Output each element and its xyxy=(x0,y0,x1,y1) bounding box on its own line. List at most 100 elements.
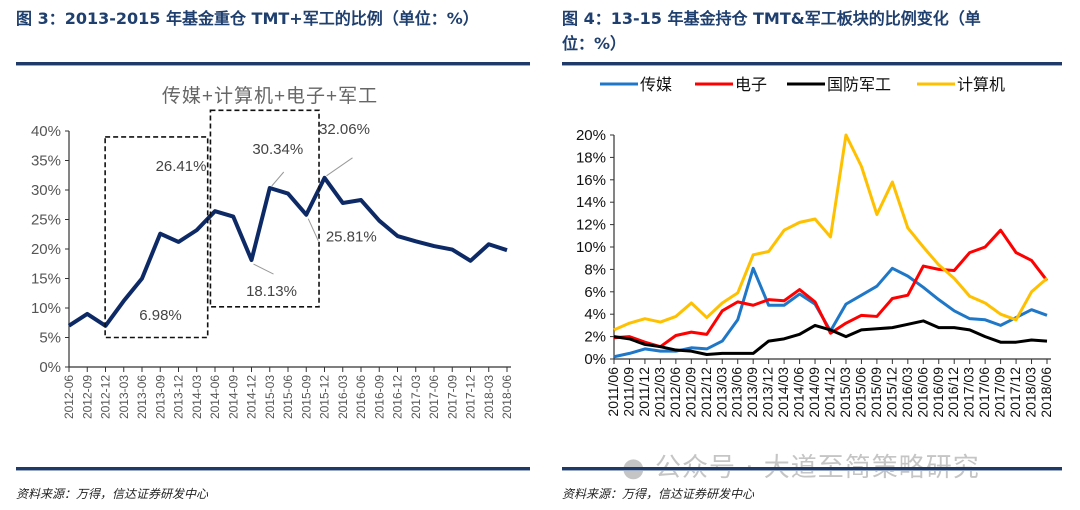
period-box-2013-2014 xyxy=(104,136,209,339)
x-tick-label: 2018/03 xyxy=(1023,367,1039,418)
x-tick-label: 2018-03 xyxy=(482,375,496,419)
left-bottom-rule xyxy=(16,467,530,471)
x-tick-label: 2012/06 xyxy=(667,367,683,418)
x-tick-label: 2012/12 xyxy=(698,367,714,418)
x-tick-label: 2018-06 xyxy=(500,375,514,419)
y-tick-label: 16% xyxy=(576,172,606,189)
x-tick-label: 2013-09 xyxy=(153,375,167,419)
x-tick-label: 2017/12 xyxy=(1007,367,1023,418)
right-source-note: 资料来源：万得，信达证券研发中心 xyxy=(562,487,755,501)
x-tick-label: 2013-03 xyxy=(117,375,131,419)
x-tick-label: 2014-06 xyxy=(208,375,222,419)
right-chart: 0%2%4%6%8%10%12%14%16%18%20%2011/06 2011/… xyxy=(576,75,1054,418)
y-tick-label: 30% xyxy=(31,182,61,199)
annotation-leader xyxy=(307,218,319,241)
y-tick-label: 10% xyxy=(576,239,606,256)
x-tick-label: 2016-06 xyxy=(354,375,368,419)
data-label: 26.41% xyxy=(156,158,207,175)
x-tick-label: 2016-03 xyxy=(336,375,350,419)
y-tick-label: 20% xyxy=(576,127,606,144)
x-tick-label: 2016/09 xyxy=(930,367,946,418)
y-tick-label: 4% xyxy=(584,306,606,323)
x-tick-label: 2011/09 xyxy=(620,367,636,417)
y-tick-label: 18% xyxy=(576,149,606,166)
x-tick-label: 2013/12 xyxy=(760,367,776,418)
annotation-leader xyxy=(271,171,285,187)
x-tick-label: 2011/06 xyxy=(605,367,621,417)
y-tick-label: 10% xyxy=(31,300,61,317)
series-line-国防军工 xyxy=(613,319,1048,357)
x-tick-label: 2012/03 xyxy=(651,367,667,418)
y-tick-label: 6% xyxy=(584,284,606,301)
left-heading-rule xyxy=(16,62,530,66)
legend-label: 计算机 xyxy=(957,75,1005,94)
data-label: 18.13% xyxy=(246,283,297,300)
chart-title: 传媒+计算机+电子+军工 xyxy=(162,85,378,107)
left-figure-heading: 图 3：2013-2015 年基金重仓 TMT+军工的比例（单位：%） xyxy=(16,9,479,28)
x-tick-label: 2012-12 xyxy=(99,375,113,419)
y-tick-label: 12% xyxy=(576,217,606,234)
right-figure-heading-line1: 图 4：13-15 年基金持仓 TMT&军工板块的比例变化（单 xyxy=(562,9,981,28)
x-tick-label: 2014/09 xyxy=(806,367,822,418)
x-tick-label: 2013/03 xyxy=(713,367,729,418)
right-figure-heading-line2: 位：%） xyxy=(562,34,627,53)
x-tick-label: 2017-03 xyxy=(409,375,423,419)
y-tick-label: 14% xyxy=(576,194,606,211)
x-tick-label: 2017/06 xyxy=(976,367,992,418)
x-tick-label: 2018/06 xyxy=(1038,367,1054,418)
y-tick-label: 40% xyxy=(31,123,61,140)
data-label: 6.98% xyxy=(139,307,182,324)
y-tick-label: 0% xyxy=(39,359,61,376)
y-tick-label: 35% xyxy=(31,153,61,170)
data-label: 25.81% xyxy=(326,229,377,246)
data-label: 32.06% xyxy=(319,121,370,138)
y-tick-label: 5% xyxy=(39,330,61,347)
x-tick-label: 2016/12 xyxy=(945,367,961,418)
legend-label: 国防军工 xyxy=(827,76,891,94)
x-tick-label: 2013-12 xyxy=(172,375,186,419)
x-tick-label: 2015-09 xyxy=(299,375,313,419)
x-tick-label: 2015/09 xyxy=(868,367,884,418)
x-tick-label: 2014-12 xyxy=(245,375,259,419)
x-tick-label: 2015-06 xyxy=(281,375,295,419)
series-line xyxy=(67,175,508,328)
x-tick-label: 2015/06 xyxy=(852,367,868,418)
legend-label: 电子 xyxy=(735,76,767,94)
x-tick-label: 2017-09 xyxy=(445,375,459,419)
x-tick-label: 2011/12 xyxy=(636,367,652,417)
y-tick-label: 20% xyxy=(31,241,61,258)
right-bottom-rule xyxy=(562,467,1062,471)
x-tick-label: 2013/06 xyxy=(729,367,745,418)
x-tick-label: 2015-12 xyxy=(318,375,332,419)
x-tick-label: 2017-06 xyxy=(427,375,441,419)
x-tick-label: 2013-06 xyxy=(135,375,149,419)
x-tick-label: 2014/06 xyxy=(791,367,807,418)
x-tick-label: 2017/09 xyxy=(992,367,1008,418)
x-tick-label: 2012/09 xyxy=(682,367,698,418)
x-tick-label: 2015/03 xyxy=(837,367,853,418)
y-tick-label: 2% xyxy=(584,329,606,346)
legend-label: 传媒 xyxy=(640,76,672,94)
x-tick-label: 2014-09 xyxy=(226,375,240,419)
x-tick-label: 2017/03 xyxy=(961,367,977,418)
x-tick-label: 2017-12 xyxy=(464,375,478,419)
annotation-leader xyxy=(326,157,353,177)
y-tick-label: 25% xyxy=(31,212,61,229)
x-tick-label: 2012-09 xyxy=(80,375,94,419)
x-tick-label: 2012-06 xyxy=(62,375,76,419)
x-tick-label: 2016-09 xyxy=(372,375,386,419)
y-tick-label: 0% xyxy=(584,351,606,368)
x-tick-label: 2016-12 xyxy=(391,375,405,419)
x-tick-label: 2014-03 xyxy=(190,375,204,419)
left-chart: 传媒+计算机+电子+军工 0% 5% 10% 15% 20% 25% 30% 35% 40% 201… xyxy=(31,85,514,419)
y-tick-label: 8% xyxy=(584,261,606,278)
annotation-leader xyxy=(253,263,274,275)
y-tick-label: 15% xyxy=(31,271,61,288)
series-line-计算机 xyxy=(613,133,1048,332)
x-tick-label: 2015/12 xyxy=(883,367,899,418)
x-tick-label: 2014/03 xyxy=(775,367,791,418)
x-tick-label: 2014/12 xyxy=(822,367,838,418)
watermark: ● 公众号 · 大道至简策略研究 xyxy=(622,447,980,484)
right-heading-rule xyxy=(562,62,1062,66)
